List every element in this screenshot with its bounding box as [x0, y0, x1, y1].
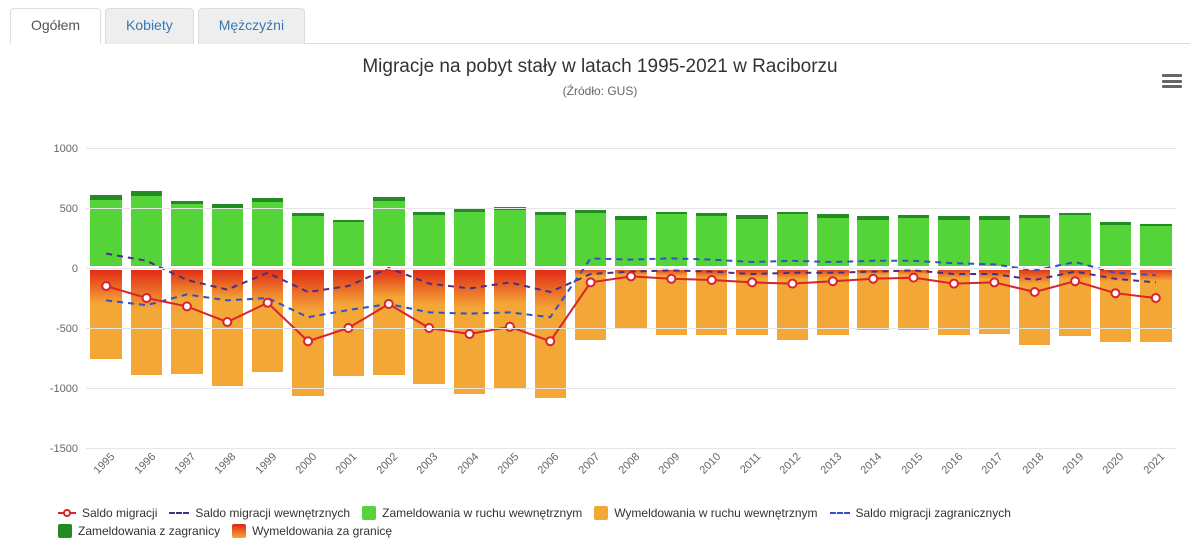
marker-saldo[interactable] [667, 275, 675, 283]
x-axis-label: 2006 [536, 451, 562, 477]
x-axis-label: 2008 [616, 451, 642, 477]
legend-swatch [594, 506, 608, 520]
x-axis-label: 2010 [697, 451, 723, 477]
x-axis-label: 2001 [334, 451, 360, 477]
marker-saldo[interactable] [869, 275, 877, 283]
y-axis-label: -1500 [50, 443, 78, 455]
x-axis-label: 2002 [374, 451, 400, 477]
legend-label: Saldo migracji zagranicznych [856, 506, 1011, 520]
marker-saldo[interactable] [910, 274, 918, 282]
x-axis-label: 2015 [899, 451, 925, 477]
marker-saldo[interactable] [627, 272, 635, 280]
gridline: 1000 [86, 148, 1176, 149]
gridline: -1500 [86, 448, 1176, 449]
legend: Saldo migracji Saldo migracji wewnętrznyc… [58, 504, 1180, 540]
tab-ogolem[interactable]: Ogółem [10, 8, 101, 44]
marker-saldo[interactable] [748, 278, 756, 286]
x-axis-label: 2019 [1061, 451, 1087, 477]
chart-subtitle: (Źródło: GUS) [10, 84, 1190, 98]
legend-label: Zameldowania z zagranicy [78, 524, 220, 538]
gridline: -1000 [86, 388, 1176, 389]
x-axis-label: 2011 [738, 451, 763, 476]
marker-saldo[interactable] [385, 300, 393, 308]
x-axis-label: 2000 [294, 451, 320, 477]
legend-label: Saldo migracji wewnętrznych [195, 506, 350, 520]
gridline: -500 [86, 328, 1176, 329]
x-axis-label: 2020 [1101, 451, 1127, 477]
gridline: 0 [86, 268, 1176, 269]
legend-swatch [362, 506, 376, 520]
x-axis-label: 2005 [495, 451, 521, 477]
gridline: 500 [86, 208, 1176, 209]
marker-saldo[interactable] [143, 294, 151, 302]
legend-label: Saldo migracji [82, 506, 157, 520]
line-saldo[interactable] [106, 276, 1156, 341]
legend-line [169, 512, 189, 514]
x-axis-label: 1997 [172, 451, 198, 477]
y-axis-label: -1000 [50, 383, 78, 395]
marker-saldo[interactable] [304, 337, 312, 345]
x-axis-label: 2017 [980, 451, 1006, 477]
tab-kobiety[interactable]: Kobiety [105, 8, 194, 44]
x-axis-label: 2007 [576, 451, 602, 477]
x-axis-label: 2016 [939, 451, 965, 477]
x-axis-label: 2021 [1141, 451, 1167, 477]
marker-saldo[interactable] [990, 278, 998, 286]
line-layer [86, 148, 1176, 448]
chart-title: Migracje na pobyt stały w latach 1995-20… [10, 56, 1190, 78]
marker-saldo[interactable] [708, 276, 716, 284]
x-axis-label: 2013 [818, 451, 844, 477]
legend-item-wym_zagr[interactable]: Wymeldowania za granicę [232, 524, 392, 538]
marker-saldo[interactable] [506, 323, 514, 331]
marker-saldo[interactable] [1111, 289, 1119, 297]
x-axis-label: 1996 [132, 451, 158, 477]
legend-item-zam_wewn[interactable]: Zameldowania w ruchu wewnętrznym [362, 506, 582, 520]
x-axis-label: 1999 [253, 451, 279, 477]
x-axis-label: 2004 [455, 451, 481, 477]
x-axis-label: 2018 [1020, 451, 1046, 477]
y-axis-label: 500 [60, 203, 78, 215]
x-axis-label: 1998 [213, 451, 239, 477]
legend-swatch [58, 524, 72, 538]
y-axis-label: -500 [56, 323, 78, 335]
legend-item-zam_zagr[interactable]: Zameldowania z zagranicy [58, 524, 220, 538]
x-axis-label: 2014 [859, 451, 885, 477]
marker-saldo[interactable] [102, 282, 110, 290]
x-axis-label: 2003 [415, 451, 441, 477]
marker-saldo[interactable] [587, 278, 595, 286]
legend-marker [58, 507, 76, 519]
tabs: Ogółem Kobiety Mężczyźni [10, 8, 1190, 44]
marker-saldo[interactable] [466, 330, 474, 338]
marker-saldo[interactable] [1152, 294, 1160, 302]
legend-item-saldo_wewn[interactable]: Saldo migracji wewnętrznych [169, 506, 350, 520]
legend-label: Wymeldowania w ruchu wewnętrznym [614, 506, 817, 520]
tab-filler [305, 8, 1190, 44]
y-axis-label: 1000 [54, 143, 78, 155]
x-axis-label: 2012 [778, 451, 804, 477]
marker-saldo[interactable] [264, 299, 272, 307]
legend-item-saldo_zagr[interactable]: Saldo migracji zagranicznych [830, 506, 1011, 520]
legend-item-saldo[interactable]: Saldo migracji [58, 506, 157, 520]
x-axis-label: 2009 [657, 451, 683, 477]
legend-item-wym_wewn[interactable]: Wymeldowania w ruchu wewnętrznym [594, 506, 817, 520]
chart-container: Migracje na pobyt stały w latach 1995-20… [10, 56, 1190, 546]
plot-area: 1995199619971998199920002001200220032004… [86, 148, 1176, 448]
marker-saldo[interactable] [546, 337, 554, 345]
marker-saldo[interactable] [829, 277, 837, 285]
legend-swatch [232, 524, 246, 538]
marker-saldo[interactable] [223, 318, 231, 326]
x-axis-label: 1995 [92, 451, 118, 477]
legend-label: Zameldowania w ruchu wewnętrznym [382, 506, 582, 520]
marker-saldo[interactable] [1071, 277, 1079, 285]
marker-saldo[interactable] [183, 302, 191, 310]
y-axis-label: 0 [72, 263, 78, 275]
legend-line [830, 512, 850, 514]
marker-saldo[interactable] [950, 280, 958, 288]
legend-label: Wymeldowania za granicę [252, 524, 392, 538]
chart-menu-icon[interactable] [1160, 70, 1184, 92]
marker-saldo[interactable] [788, 280, 796, 288]
tab-mezczyzni[interactable]: Mężczyźni [198, 8, 305, 44]
marker-saldo[interactable] [1031, 288, 1039, 296]
